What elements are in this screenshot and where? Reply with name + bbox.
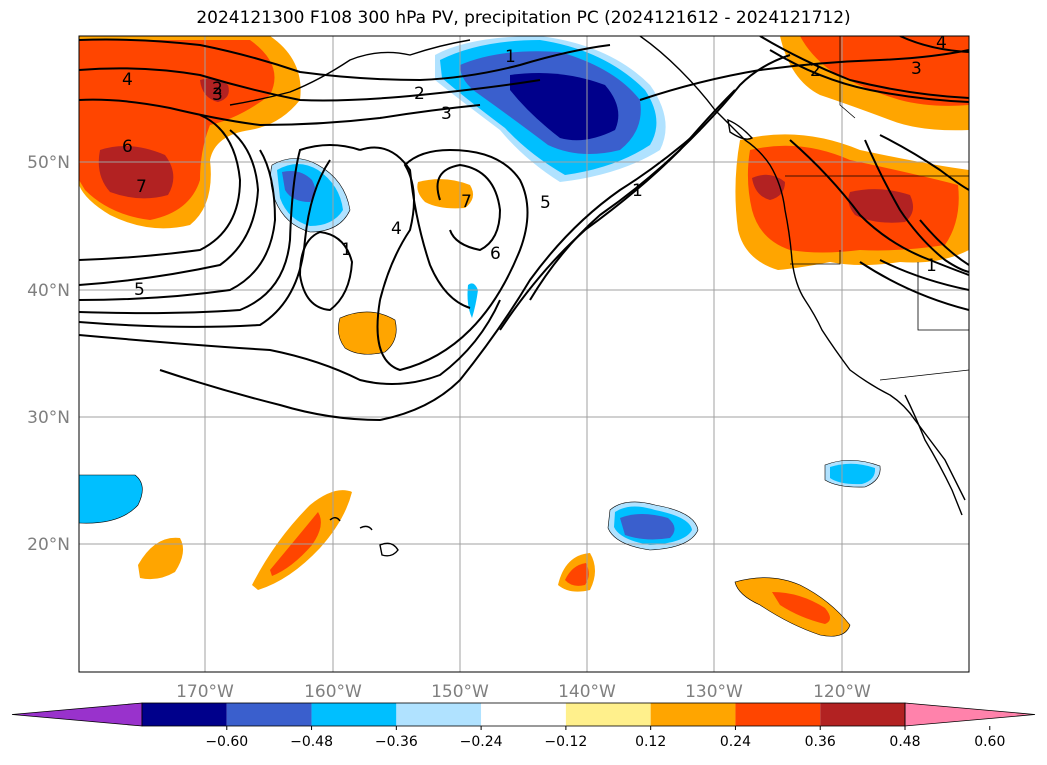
colorbar-extend-max [904, 702, 1036, 727]
pv-contour-label: 4 [936, 33, 947, 53]
colorbar-tick-label: −0.24 [460, 734, 503, 750]
pv-contour-label: 3 [212, 85, 223, 105]
lon-label-150w: 150°W [431, 682, 489, 702]
pv-contour-label: 6 [490, 244, 501, 264]
pv-contour-label: 3 [911, 59, 922, 79]
pv-contour-label: 1 [341, 240, 352, 260]
colorbar-tick-label: 0.24 [720, 734, 751, 750]
colorbar-segment [226, 703, 312, 726]
pv-contour-label: 1 [926, 256, 937, 276]
map-frame [78, 35, 970, 673]
colorbar-outline [141, 702, 906, 727]
pv-contour-label: 4 [122, 70, 133, 90]
pv-contour-label: 7 [136, 177, 147, 197]
lat-label-30n: 30°N [27, 408, 70, 428]
lat-lon-gridlines [79, 36, 969, 672]
colorbar-segment [565, 703, 651, 726]
colorbar-tick-label: −0.12 [544, 734, 587, 750]
pv-contour-label: 1 [632, 181, 643, 201]
colorbar: −0.60 −0.48 −0.36 −0.24 −0.12 0.12 0.24 0.36 0.4… [11, 702, 1036, 750]
pv-contour-label: 1 [505, 47, 516, 67]
lon-label-160w: 160°W [304, 682, 362, 702]
colorbar-extend-min [11, 702, 143, 727]
lon-label-170w: 170°W [176, 682, 234, 702]
pv-contour-label-group: 1 2 3 4 5 6 7 1 2 3 4 5 6 7 1 1 2 3 4 [122, 33, 947, 300]
lon-label-120w: 120°W [813, 682, 871, 702]
colorbar-tick-label: −0.36 [375, 734, 418, 750]
lon-label-140w: 140°W [558, 682, 616, 702]
colorbar-segment [311, 703, 397, 726]
colorbar-segment [735, 703, 821, 726]
pv-contour-label: 6 [122, 137, 133, 157]
lat-label-50n: 50°N [27, 153, 70, 173]
lon-label-130w: 130°W [685, 682, 743, 702]
longitude-labels: 170°W 160°W 150°W 140°W 130°W 120°W [176, 682, 871, 702]
colorbar-tick-label: 0.48 [889, 734, 920, 750]
pv-contour-label: 2 [810, 61, 821, 81]
colorbar-tick-label: 0.12 [635, 734, 666, 750]
precip-positive-shading [79, 36, 969, 637]
latitude-labels: 50°N 40°N 30°N 20°N [27, 153, 70, 555]
colorbar-segment [396, 703, 482, 726]
precip-outline [79, 158, 881, 637]
lat-label-20n: 20°N [27, 535, 70, 555]
lat-label-40n: 40°N [27, 281, 70, 301]
colorbar-segment [650, 703, 736, 726]
colorbar-tick-label: −0.48 [290, 734, 333, 750]
colorbar-segment [481, 703, 566, 726]
figure-title: 2024121300 F108 300 hPa PV, precipitatio… [196, 8, 851, 28]
colorbar-tick-label: −0.60 [205, 734, 248, 750]
pv-contour-label: 4 [391, 219, 402, 239]
colorbar-tick-label: 0.36 [805, 734, 836, 750]
pv-contour-label: 2 [212, 79, 223, 99]
pv-contour-label: 3 [441, 104, 452, 124]
pv-contours [79, 36, 969, 422]
colorbar-tick-label: 0.60 [974, 734, 1005, 750]
pv-contour-label: 2 [414, 84, 425, 104]
colorbar-segment [820, 703, 905, 726]
colorbar-segment [142, 703, 227, 726]
pv-contour-label: 7 [461, 192, 472, 212]
country-borders [785, 36, 969, 381]
pv-contour-label: 5 [134, 280, 145, 300]
pv-contour-label: 5 [540, 193, 551, 213]
